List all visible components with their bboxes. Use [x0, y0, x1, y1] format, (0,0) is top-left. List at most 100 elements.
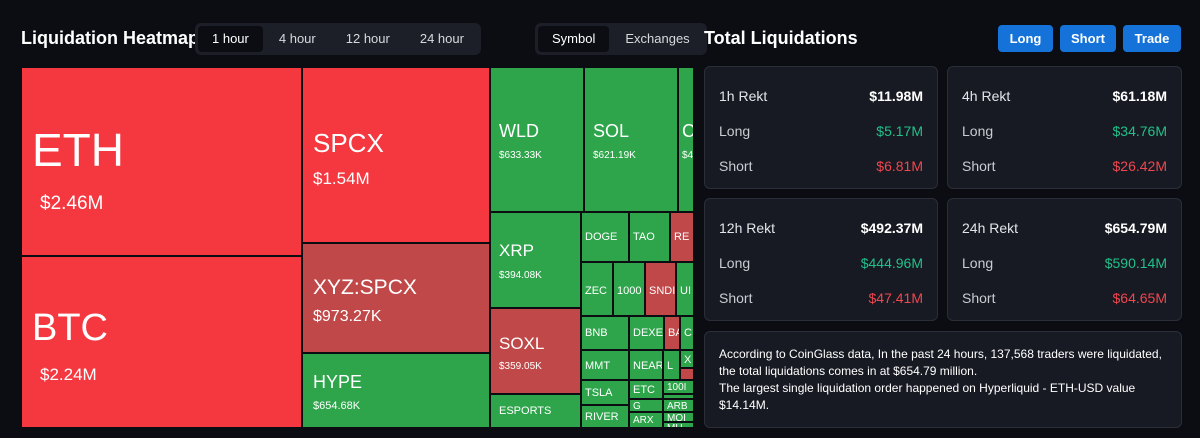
- liquidation-heatmap: ETH $2.46M BTC $2.24M SPCX $1.54M XYZ:SPCX $973…: [21, 67, 694, 428]
- heatmap-cell-symbol: TSLA: [585, 387, 613, 399]
- stat-total: $492.37M: [860, 220, 923, 236]
- heatmap-cell[interactable]: MU: [663, 422, 694, 428]
- heatmap-cell[interactable]: ETH $2.46M: [21, 67, 302, 256]
- heatmap-cell[interactable]: ARB: [663, 399, 694, 412]
- total-liquidations-title: Total Liquidations: [704, 28, 858, 48]
- heatmap-cell-symbol: DOGE: [585, 231, 618, 243]
- trade-button[interactable]: Trade: [1123, 25, 1181, 52]
- heatmap-cell-symbol: ESPORTS: [499, 405, 552, 417]
- long-button[interactable]: Long: [998, 25, 1053, 52]
- heatmap-cell[interactable]: BA: [664, 316, 680, 350]
- heatmap-cell-value: $4: [682, 150, 694, 161]
- heatmap-cell-symbol: SPCX: [313, 128, 384, 158]
- summary-line-1: According to CoinGlass data, In the past…: [719, 347, 1162, 378]
- heatmap-cell[interactable]: 100I: [663, 380, 694, 394]
- heatmap-cell[interactable]: RE: [670, 212, 694, 262]
- heatmap-cell-value: $633.33K: [499, 150, 542, 161]
- heatmap-cell-symbol: X: [684, 354, 692, 366]
- heatmap-cell[interactable]: WLD $633.33K: [490, 67, 584, 212]
- short-label: Short: [719, 158, 753, 174]
- short-value: $26.42M: [1112, 158, 1167, 174]
- heatmap-cell-symbol: UI: [680, 285, 691, 297]
- liquidation-summary: According to CoinGlass data, In the past…: [704, 331, 1182, 428]
- stat-label: 4h Rekt: [962, 88, 1011, 104]
- heatmap-cell[interactable]: SPCX $1.54M: [302, 67, 490, 243]
- heatmap-cell-symbol: RE: [674, 231, 690, 243]
- heatmap-cell-symbol: HYPE: [313, 372, 363, 392]
- heatmap-cell[interactable]: ARX: [629, 412, 663, 428]
- heatmap-cell[interactable]: C $4: [678, 67, 694, 212]
- heatmap-cell[interactable]: SOXL $359.05K: [490, 308, 581, 394]
- short-button[interactable]: Short: [1060, 25, 1116, 52]
- long-label: Long: [962, 255, 994, 271]
- heatmap-cell[interactable]: L: [663, 350, 680, 380]
- heatmap-cell[interactable]: G: [629, 399, 663, 412]
- heatmap-cell[interactable]: DEXE: [629, 316, 664, 350]
- heatmap-title: Liquidation Heatmap: [21, 28, 200, 48]
- heatmap-cell-symbol: ARB: [667, 401, 688, 412]
- stat-total: $11.98M: [869, 88, 923, 104]
- stat-card-1h: 1h Rekt $11.98M Long $5.17M Short $6.81M: [704, 66, 938, 189]
- heatmap-cell-symbol: L: [667, 360, 674, 372]
- heatmap-cell[interactable]: NEAR: [629, 350, 663, 380]
- heatmap-cell-symbol: ETC: [633, 384, 655, 396]
- heatmap-cell[interactable]: XYZ:SPCX $973.27K: [302, 243, 490, 353]
- heatmap-cell[interactable]: MMT: [581, 350, 629, 380]
- heatmap-cell[interactable]: SNDI: [645, 262, 676, 316]
- tab-24-hour[interactable]: 24 hour: [419, 31, 464, 46]
- heatmap-cell-symbol: 100I: [667, 382, 687, 393]
- heatmap-cell[interactable]: DOGE: [581, 212, 629, 262]
- heatmap-cell[interactable]: XRP $394.08K: [490, 212, 581, 308]
- heatmap-cell[interactable]: ZEC: [581, 262, 613, 316]
- heatmap-cell[interactable]: C: [680, 316, 694, 350]
- heatmap-cell[interactable]: BNB: [581, 316, 629, 350]
- heatmap-cell[interactable]: TSLA: [581, 380, 629, 405]
- heatmap-cell-value: $654.68K: [313, 400, 361, 412]
- time-range-tabs: 1 hour 4 hour 12 hour 24 hour: [195, 23, 481, 55]
- tab-1-hour[interactable]: 1 hour: [198, 26, 263, 52]
- heatmap-cell[interactable]: 1000: [613, 262, 645, 316]
- heatmap-cell-symbol: BTC: [32, 307, 108, 349]
- heatmap-cell-symbol: ZEC: [585, 285, 607, 297]
- tab-symbol[interactable]: Symbol: [538, 26, 610, 52]
- short-value: $6.81M: [876, 158, 923, 174]
- tab-12-hour[interactable]: 12 hour: [345, 31, 390, 46]
- tab-4-hour[interactable]: 4 hour: [278, 31, 316, 46]
- heatmap-cell[interactable]: UI: [676, 262, 694, 316]
- short-value: $64.65M: [1112, 290, 1167, 306]
- heatmap-cell-symbol: MMT: [585, 360, 611, 372]
- long-value: $590.14M: [1104, 255, 1167, 271]
- heatmap-cell-symbol: DEXE: [633, 327, 663, 339]
- heatmap-cell-symbol: SNDI: [649, 285, 676, 297]
- stat-total: $61.18M: [1112, 88, 1167, 104]
- long-label: Long: [719, 255, 751, 271]
- heatmap-cell[interactable]: X: [680, 350, 694, 368]
- stat-card-12h: 12h Rekt $492.37M Long $444.96M Short $47.4…: [704, 198, 938, 321]
- heatmap-cell-symbol: XYZ:SPCX: [313, 276, 417, 299]
- heatmap-cell[interactable]: BTC $2.24M: [21, 256, 302, 428]
- heatmap-cell[interactable]: [663, 394, 694, 399]
- tab-exchanges[interactable]: Exchanges: [625, 31, 690, 46]
- heatmap-cell-value: $359.05K: [499, 361, 542, 372]
- heatmap-cell[interactable]: SOL $621.19K: [584, 67, 678, 212]
- long-label: Long: [719, 123, 751, 139]
- heatmap-cell[interactable]: TAO: [629, 212, 670, 262]
- long-label: Long: [962, 123, 994, 139]
- short-label: Short: [962, 290, 996, 306]
- heatmap-cell-value: $621.19K: [593, 150, 636, 161]
- short-label: Short: [962, 158, 996, 174]
- heatmap-cell[interactable]: HYPE $654.68K: [302, 353, 490, 428]
- stat-total: $654.79M: [1104, 220, 1167, 236]
- stat-label: 24h Rekt: [962, 220, 1019, 236]
- heatmap-cell[interactable]: ESPORTS: [490, 394, 581, 428]
- heatmap-cell-symbol: MOI: [667, 413, 686, 422]
- heatmap-cell[interactable]: ETC: [629, 380, 663, 399]
- heatmap-cell-symbol: 1000: [617, 285, 642, 297]
- heatmap-cell-value: $973.27K: [313, 308, 382, 325]
- long-value: $34.76M: [1112, 123, 1167, 139]
- heatmap-cell[interactable]: RIVER: [581, 405, 629, 428]
- heatmap-cell-symbol: SOL: [593, 121, 630, 141]
- heatmap-cell[interactable]: [680, 368, 694, 380]
- heatmap-cell-symbol: SOXL: [499, 334, 545, 353]
- heatmap-cell[interactable]: MOI: [663, 412, 694, 422]
